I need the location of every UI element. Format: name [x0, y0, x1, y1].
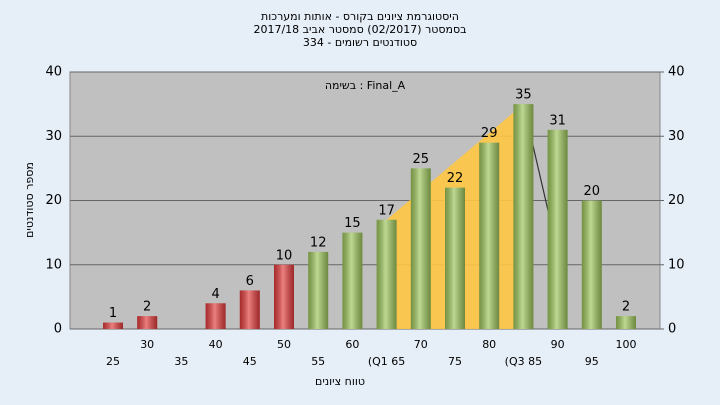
x-tick-label: 25 [106, 355, 120, 368]
value-label: 1 [109, 306, 117, 321]
bar-shade [342, 232, 363, 329]
x-tick-label: 70 [414, 338, 428, 351]
title-line: היסטוגרמת ציונים בקורס - אותות ומערכות [261, 10, 459, 23]
value-label: 2 [143, 300, 151, 315]
value-label: 31 [549, 113, 566, 128]
value-label: 6 [246, 274, 254, 289]
y2-tick-label: 30 [668, 129, 685, 144]
y2-tick-label: 20 [668, 193, 685, 208]
value-label: 25 [413, 152, 430, 167]
x-tick-label: 60 [345, 338, 359, 351]
bar-shade [445, 187, 465, 329]
y-tick-label: 40 [45, 65, 62, 80]
x-tick-label: (Q1 65 [368, 355, 405, 368]
x-tick-label: 100 [616, 338, 637, 351]
x-tick-label: 30 [140, 338, 154, 351]
bar-shade [513, 104, 534, 329]
title-line: סטודנטים רשומים - 334 [303, 36, 417, 49]
value-label: 35 [515, 88, 532, 103]
x-tick-label: 50 [277, 338, 291, 351]
x-axis-label: טווח ציונים [315, 375, 365, 388]
bar-shade [376, 219, 397, 329]
bar-shade [137, 316, 158, 329]
title-line: בסמסטר (02/2017) סמסטר אביב 2017/18 [253, 23, 466, 36]
y-axis-label: מספר סטודנטים [23, 162, 36, 238]
y2-tick-label: 10 [668, 257, 685, 272]
x-tick-label: 35 [174, 355, 188, 368]
y-tick-label: 10 [45, 257, 62, 272]
value-label: 2 [622, 300, 630, 315]
bar-shade [410, 168, 431, 329]
bar-shade [274, 264, 294, 329]
bar-shade [103, 322, 123, 329]
annotation: בשימה : Final_A [325, 79, 406, 92]
x-tick-label: 95 [585, 355, 599, 368]
bar-shade [581, 200, 602, 329]
y2-tick-label: 0 [668, 322, 676, 337]
y-tick-label: 20 [45, 193, 62, 208]
x-tick-label: (Q3 85 [505, 355, 542, 368]
bar-shade [479, 142, 500, 329]
x-tick-label: 80 [482, 338, 496, 351]
x-tick-label: 90 [551, 338, 565, 351]
value-label: 12 [310, 235, 327, 250]
value-label: 29 [481, 126, 498, 141]
y2-tick-label: 40 [668, 65, 685, 80]
bar-shade [205, 303, 226, 329]
x-tick-label: 45 [243, 355, 257, 368]
y-tick-label: 30 [45, 129, 62, 144]
bar-shade [239, 290, 260, 329]
value-label: 10 [276, 248, 293, 263]
bar-shade [616, 316, 636, 329]
y-tick-label: 0 [54, 322, 62, 337]
bar-shade [547, 129, 568, 329]
value-label: 15 [344, 216, 361, 231]
value-label: 20 [584, 184, 601, 199]
x-tick-label: 75 [448, 355, 462, 368]
value-label: 17 [378, 203, 395, 218]
value-label: 4 [211, 287, 219, 302]
x-tick-label: 40 [209, 338, 223, 351]
bar-shade [308, 251, 329, 329]
value-label: 22 [447, 171, 464, 186]
x-tick-label: 55 [311, 355, 325, 368]
